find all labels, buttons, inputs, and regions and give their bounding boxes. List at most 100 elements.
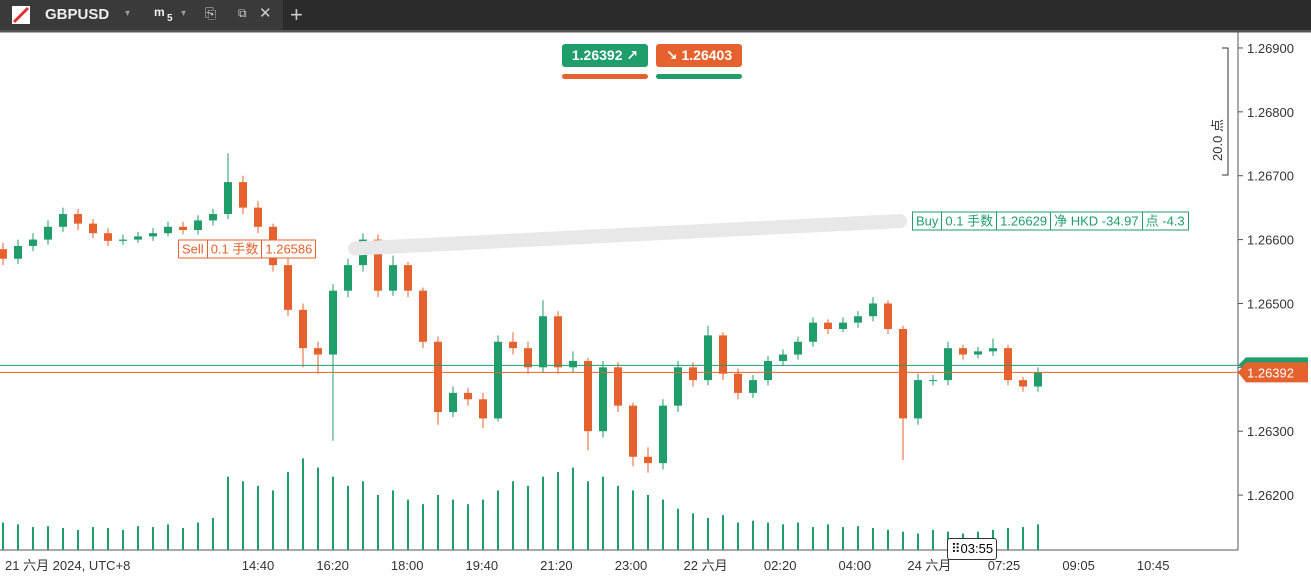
x-tick-label: 10:45 <box>1137 558 1170 573</box>
x-tick-label: 09:05 <box>1062 558 1095 573</box>
candle-body <box>179 226 187 231</box>
volume-bar <box>527 485 529 550</box>
candle-body <box>344 265 352 291</box>
candle-body <box>104 233 112 241</box>
volume-bar <box>77 529 79 550</box>
position-side: Buy <box>916 213 939 229</box>
symbol-icon <box>12 6 30 24</box>
volume-bar <box>707 517 709 550</box>
tab-bar: GBPUSD ▾ m 5 ▾ ⎘ ⧉ ✕ + <box>0 0 1311 30</box>
y-tick-label: 1.26600 <box>1247 233 1294 248</box>
candle-body <box>374 239 382 291</box>
y-tick-label: 1.26500 <box>1247 296 1294 311</box>
volume-bar <box>302 458 304 550</box>
volume-bar <box>662 499 664 550</box>
x-tick-label: 23:00 <box>615 558 648 573</box>
candle-body <box>959 348 967 355</box>
x-tick-label: 19:40 <box>466 558 499 573</box>
timer: ⠿03:55 <box>947 538 998 560</box>
candle-body <box>764 360 772 381</box>
candle-body <box>674 367 682 406</box>
candle-body <box>629 405 637 457</box>
volume-bar <box>722 515 724 550</box>
candle-body <box>689 367 697 381</box>
y-tick-label: 1.26200 <box>1247 488 1294 503</box>
dropdown[interactable]: ▾ <box>181 8 187 19</box>
candle-body <box>149 233 157 237</box>
candle-body <box>599 367 607 432</box>
x-tick-label: 21:20 <box>540 558 573 573</box>
volume-bar <box>197 522 199 550</box>
buy-price: 1.26403 <box>681 47 733 63</box>
detach-icon[interactable]: ⧉ <box>238 6 247 20</box>
candle-body <box>944 348 952 381</box>
x-tick-label: 07:25 <box>988 558 1021 573</box>
volume-bar <box>317 467 319 550</box>
candle-body <box>89 223 97 234</box>
candle-body <box>44 226 52 240</box>
candle-body <box>119 239 127 241</box>
volume-bar <box>902 531 904 550</box>
candle-body <box>299 309 307 349</box>
x-tick-label: 18:00 <box>391 558 424 573</box>
volume-bar <box>767 522 769 550</box>
candle-body <box>659 405 667 464</box>
candle-body <box>254 207 262 227</box>
x-tick-label: 22 六月 <box>684 558 728 573</box>
position-pnl: 净 HKD -34.97 <box>1050 212 1142 230</box>
candle-body <box>14 245 22 259</box>
candle-body <box>1019 380 1027 387</box>
candle-body <box>524 348 532 368</box>
candle-body <box>419 290 427 342</box>
candle-body <box>389 265 397 291</box>
link-icon[interactable]: ⎘ <box>205 5 217 21</box>
candle-body <box>1004 348 1012 381</box>
candle-body <box>1034 372 1042 387</box>
x-tick-label: 21 六月 2024, UTC+8 <box>5 558 130 573</box>
volume-bar <box>182 528 184 550</box>
volume-bar <box>557 472 559 550</box>
volume-bar <box>407 499 409 550</box>
position-price: 1.26586 <box>261 240 315 258</box>
volume-bar <box>797 522 799 550</box>
volume-bar <box>512 481 514 550</box>
sell-underline <box>562 74 648 79</box>
candle-body <box>869 303 877 317</box>
candle-body <box>584 360 592 432</box>
candle-body <box>554 316 562 368</box>
ruler-label: 20.0 点 <box>1210 119 1225 161</box>
buy-underline <box>656 74 742 79</box>
volume-bar <box>392 490 394 550</box>
timeframe-letter: m <box>154 5 165 19</box>
candle-body <box>644 456 652 464</box>
symbol: GBPUSD <box>45 6 110 23</box>
candle-body <box>239 182 247 208</box>
add-tab[interactable]: + <box>290 2 303 27</box>
candle-body <box>0 249 7 259</box>
candle-body <box>839 322 847 330</box>
y-tick-label: 1.26700 <box>1247 169 1294 184</box>
volume-bar <box>32 527 34 550</box>
position-box: Buy 0.1 手数 1.26629 净 HKD -34.97 点 -4.3 <box>912 211 1189 231</box>
candle-body <box>749 380 757 393</box>
candle-body <box>719 335 727 374</box>
candle-body <box>449 392 457 413</box>
volume-bar <box>212 517 214 550</box>
volume-bar <box>347 485 349 550</box>
candle-body <box>704 335 712 381</box>
candle-body <box>614 367 622 406</box>
volume-bar <box>542 476 544 550</box>
dropdown[interactable]: ▾ <box>125 8 131 19</box>
candle-body <box>494 341 502 419</box>
candle-body <box>74 214 82 224</box>
volume-bar <box>422 504 424 550</box>
buy-button[interactable]: ↘ 1.26403 <box>656 44 742 67</box>
tab[interactable]: GBPUSD ▾ m 5 ▾ ⎘ ⧉ ✕ <box>0 0 283 30</box>
volume-bar <box>692 513 694 550</box>
volume-bar <box>602 476 604 550</box>
volume-bar <box>842 527 844 550</box>
trade-line <box>348 214 907 256</box>
sell-button[interactable]: 1.26392 ↗ <box>562 44 648 67</box>
volume-bar <box>677 508 679 550</box>
close-icon[interactable]: ✕ <box>259 5 272 22</box>
